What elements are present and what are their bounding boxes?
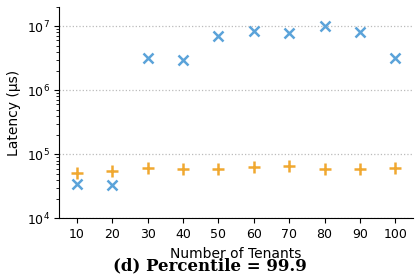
Text: (d) Percentile = 99.9: (d) Percentile = 99.9 [113, 257, 307, 274]
X-axis label: Number of Tenants: Number of Tenants [171, 247, 302, 261]
Y-axis label: Latency (μs): Latency (μs) [7, 70, 21, 156]
